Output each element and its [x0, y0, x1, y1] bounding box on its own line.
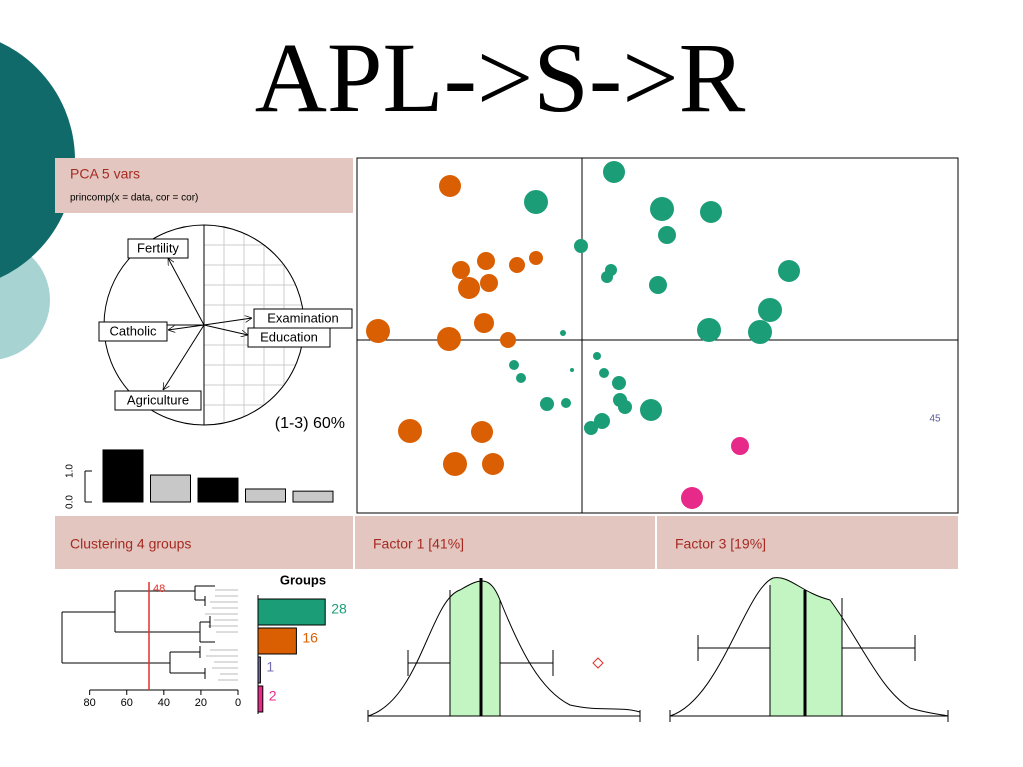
panel-header: [355, 516, 655, 569]
point: [439, 175, 461, 197]
scree-plot: 0.0 1.0: [65, 449, 334, 509]
point: [731, 437, 749, 455]
x-tick-label: 20: [195, 697, 207, 709]
point: [603, 161, 625, 183]
point: [649, 276, 667, 294]
point: [509, 360, 519, 370]
point: [612, 376, 626, 390]
dendrogram: 80 60 40 20 0 48: [61, 582, 241, 709]
point: [437, 327, 461, 351]
panel-title: PCA 5 vars: [70, 166, 140, 182]
y-tick-label: 1.0: [65, 464, 76, 478]
factor-density: [367, 578, 641, 722]
bar-label: 1: [266, 659, 274, 675]
groups-chart: Groups 28 16 1 2: [257, 572, 347, 714]
point: [584, 421, 598, 435]
point: [561, 398, 571, 408]
decor-circle: [0, 42, 75, 278]
variable-label: Catholic: [110, 323, 157, 338]
point: [458, 277, 480, 299]
point: [509, 257, 525, 273]
groups-title: Groups: [280, 572, 326, 587]
x-tick-label: 60: [121, 697, 133, 709]
point: [500, 332, 516, 348]
panel-header: [55, 516, 353, 569]
slide-title: APL->S->R: [255, 22, 746, 133]
point: [601, 271, 613, 283]
y-tick-label: 0.0: [65, 495, 76, 509]
panel-title: Factor 1 [41%]: [373, 536, 464, 552]
point: [570, 368, 574, 372]
bar: [245, 488, 286, 503]
panel-title: Clustering 4 groups: [70, 536, 191, 552]
bar: [257, 656, 261, 684]
point: [524, 190, 548, 214]
score-plot: [356, 157, 959, 514]
point: [697, 318, 721, 342]
point: [529, 251, 543, 265]
panel-header: [657, 516, 958, 569]
panel-title: Factor 3 [19%]: [675, 536, 766, 552]
bar-label: 28: [331, 601, 347, 617]
point: [650, 197, 674, 221]
bar: [197, 477, 239, 503]
point: [758, 298, 782, 322]
point: [366, 319, 390, 343]
point: [658, 226, 676, 244]
bar: [292, 490, 334, 503]
bar: [257, 627, 297, 655]
point: [599, 368, 609, 378]
point: [480, 274, 498, 292]
point: [540, 397, 554, 411]
variable-label: Education: [260, 329, 318, 344]
bar-label: 16: [302, 630, 318, 646]
point: [574, 239, 588, 253]
x-tick-label: 40: [158, 697, 170, 709]
correlation-circle: Fertility Examination Catholic Education…: [98, 224, 353, 426]
point: [681, 487, 703, 509]
variable-label: Examination: [267, 310, 339, 325]
call-text: princomp(x = data, cor = cor): [70, 193, 198, 204]
point: [477, 252, 495, 270]
point: [560, 330, 566, 336]
bar: [257, 598, 326, 626]
point: [640, 399, 662, 421]
x-tick-label: 0: [235, 697, 241, 709]
variance-label: (1-3) 60%: [275, 415, 345, 432]
point: [471, 421, 493, 443]
variable-label: Fertility: [137, 240, 179, 255]
point: [443, 452, 467, 476]
point: [516, 373, 526, 383]
bar: [150, 474, 191, 503]
point: [452, 261, 470, 279]
point: [594, 413, 610, 429]
panel-header: [55, 158, 353, 213]
cut-label: 48: [153, 583, 165, 595]
factor-density: [669, 577, 949, 722]
bar: [102, 449, 144, 503]
point: [398, 419, 422, 443]
x-tick-label: 80: [84, 697, 96, 709]
point: [700, 201, 722, 223]
point: [748, 320, 772, 344]
point: [593, 352, 601, 360]
variable-label: Agriculture: [127, 392, 189, 407]
point-label: 45: [929, 414, 941, 425]
point: [778, 260, 800, 282]
bar-label: 2: [269, 688, 277, 704]
point: [474, 313, 494, 333]
point: [618, 400, 632, 414]
bar: [257, 685, 264, 713]
point: [482, 453, 504, 475]
